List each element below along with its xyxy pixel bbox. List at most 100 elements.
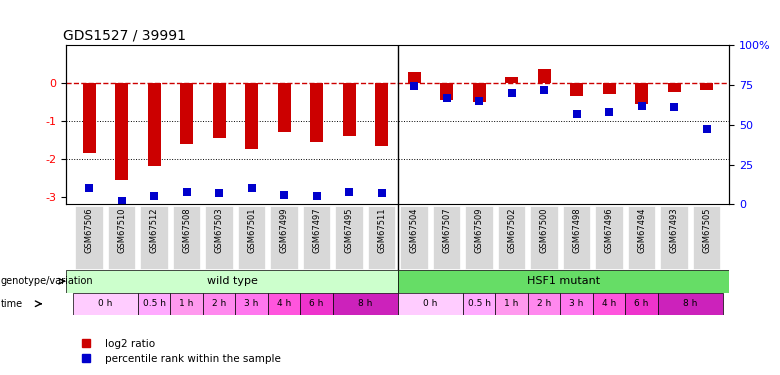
Bar (180, 83, 193, 144)
Bar (408, 72, 420, 83)
Text: GSM67501: GSM67501 (247, 208, 256, 253)
FancyBboxPatch shape (398, 270, 729, 292)
FancyBboxPatch shape (140, 206, 168, 268)
FancyBboxPatch shape (498, 206, 526, 268)
Point (115, 198, 128, 204)
Text: 1 h: 1 h (179, 299, 193, 308)
FancyBboxPatch shape (236, 292, 268, 315)
Bar (83, 83, 96, 153)
Bar (342, 83, 356, 136)
FancyBboxPatch shape (303, 206, 331, 268)
Text: GSM67509: GSM67509 (474, 208, 484, 253)
FancyBboxPatch shape (628, 206, 655, 268)
Point (278, 192, 290, 198)
Text: GSM67506: GSM67506 (84, 208, 94, 253)
Text: 8 h: 8 h (358, 299, 373, 308)
Point (148, 194, 161, 200)
Text: GSM67512: GSM67512 (150, 208, 158, 253)
Text: GSM67502: GSM67502 (507, 208, 516, 253)
FancyBboxPatch shape (205, 206, 233, 268)
Text: GSM67494: GSM67494 (637, 208, 646, 253)
Bar (115, 83, 128, 180)
FancyBboxPatch shape (693, 206, 721, 268)
Bar (212, 83, 225, 138)
FancyBboxPatch shape (172, 206, 200, 268)
Text: HSF1 mutant: HSF1 mutant (527, 276, 600, 286)
FancyBboxPatch shape (238, 206, 265, 268)
FancyBboxPatch shape (658, 292, 723, 315)
Point (441, 94, 453, 100)
Bar (668, 83, 681, 92)
Bar (603, 83, 615, 94)
FancyBboxPatch shape (562, 206, 590, 268)
Bar (245, 83, 258, 149)
FancyBboxPatch shape (560, 292, 593, 315)
Text: GSM67505: GSM67505 (702, 208, 711, 253)
FancyBboxPatch shape (138, 292, 170, 315)
Point (343, 189, 356, 195)
Point (505, 90, 518, 96)
Text: GSM67508: GSM67508 (182, 208, 191, 253)
Text: GSM67499: GSM67499 (279, 208, 289, 253)
Text: time: time (1, 299, 23, 309)
FancyBboxPatch shape (333, 292, 398, 315)
FancyBboxPatch shape (463, 292, 495, 315)
Point (603, 109, 615, 115)
Point (473, 98, 485, 104)
Point (83, 186, 95, 192)
Text: GSM67495: GSM67495 (345, 208, 353, 253)
FancyBboxPatch shape (270, 206, 298, 268)
FancyBboxPatch shape (73, 292, 138, 315)
Point (538, 87, 551, 93)
FancyBboxPatch shape (626, 292, 658, 315)
FancyBboxPatch shape (75, 206, 103, 268)
Bar (310, 83, 323, 142)
Text: 0.5 h: 0.5 h (143, 299, 165, 308)
Text: GSM67507: GSM67507 (442, 208, 451, 253)
FancyBboxPatch shape (300, 292, 333, 315)
Text: 3 h: 3 h (569, 299, 583, 308)
Point (310, 194, 323, 200)
FancyBboxPatch shape (495, 292, 528, 315)
Text: GSM67500: GSM67500 (540, 208, 548, 253)
FancyBboxPatch shape (66, 270, 398, 292)
Text: 6 h: 6 h (310, 299, 324, 308)
Bar (278, 83, 291, 132)
Bar (375, 83, 388, 146)
FancyBboxPatch shape (108, 206, 136, 268)
Text: 8 h: 8 h (683, 299, 697, 308)
Bar (700, 83, 713, 90)
FancyBboxPatch shape (335, 206, 363, 268)
Point (700, 126, 713, 132)
Bar (147, 83, 161, 166)
FancyBboxPatch shape (530, 206, 558, 268)
Bar (537, 69, 551, 83)
Bar (440, 83, 453, 100)
Text: GSM67504: GSM67504 (410, 208, 419, 253)
Text: 0 h: 0 h (423, 299, 438, 308)
FancyBboxPatch shape (170, 292, 203, 315)
FancyBboxPatch shape (268, 292, 300, 315)
Text: GSM67503: GSM67503 (215, 208, 224, 253)
FancyBboxPatch shape (465, 206, 493, 268)
FancyBboxPatch shape (400, 206, 428, 268)
Text: 2 h: 2 h (537, 299, 551, 308)
Text: GSM67493: GSM67493 (669, 208, 679, 253)
Text: 4 h: 4 h (277, 299, 291, 308)
FancyBboxPatch shape (367, 206, 395, 268)
Point (213, 190, 225, 196)
Text: wild type: wild type (207, 276, 257, 286)
Text: 4 h: 4 h (602, 299, 616, 308)
Text: 1 h: 1 h (505, 299, 519, 308)
Bar (635, 83, 648, 104)
FancyBboxPatch shape (203, 292, 236, 315)
Text: 0.5 h: 0.5 h (467, 299, 491, 308)
Text: genotype/variation: genotype/variation (1, 276, 94, 286)
Text: 0 h: 0 h (98, 299, 112, 308)
Point (668, 104, 680, 110)
Point (246, 186, 258, 192)
Text: 3 h: 3 h (244, 299, 259, 308)
Text: 6 h: 6 h (634, 299, 649, 308)
Point (375, 190, 388, 196)
Legend: log2 ratio, percentile rank within the sample: log2 ratio, percentile rank within the s… (72, 334, 285, 368)
